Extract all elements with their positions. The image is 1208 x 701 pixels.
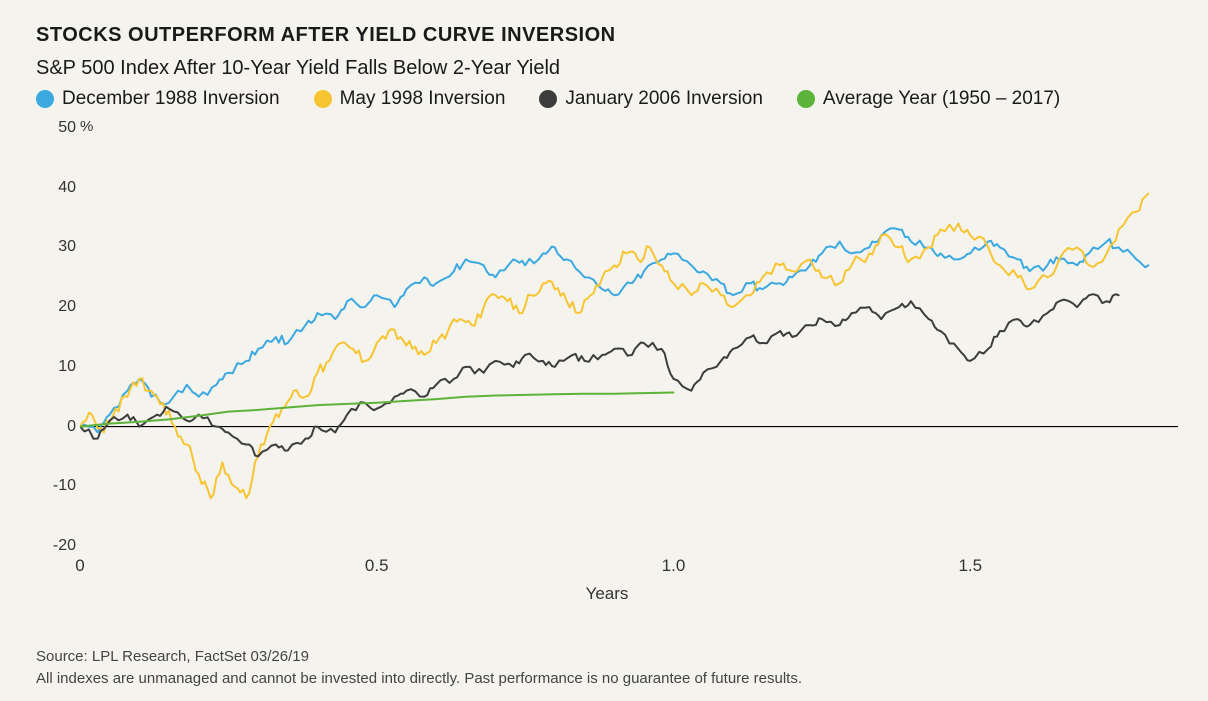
x-tick-label: 1.0 [662, 556, 686, 576]
y-tick-label: -20 [36, 537, 76, 555]
legend-label: December 1988 Inversion [62, 88, 280, 110]
legend-dot-icon [314, 90, 332, 108]
x-tick-label: 0.5 [365, 556, 389, 576]
y-tick-label: 0 [36, 418, 76, 436]
x-axis-label: Years [586, 584, 629, 604]
legend-dot-icon [36, 90, 54, 108]
chart-title: STOCKS OUTPERFORM AFTER YIELD CURVE INVE… [36, 24, 1180, 47]
y-tick-label: 50 [36, 119, 76, 137]
y-tick-label: -10 [36, 477, 76, 495]
y-tick-label: 10 [36, 358, 76, 376]
legend-label: January 2006 Inversion [565, 88, 763, 110]
legend-item: December 1988 Inversion [36, 88, 280, 110]
y-tick-label: 40 [36, 179, 76, 197]
series-line-may1998 [80, 194, 1148, 499]
legend-item: May 1998 Inversion [314, 88, 506, 110]
legend-item: Average Year (1950 – 2017) [797, 88, 1060, 110]
y-tick-label: 20 [36, 298, 76, 316]
chart-subtitle: S&P 500 Index After 10-Year Yield Falls … [36, 57, 1180, 80]
legend: December 1988 Inversion May 1998 Inversio… [36, 88, 1180, 110]
legend-label: Average Year (1950 – 2017) [823, 88, 1060, 110]
legend-dot-icon [797, 90, 815, 108]
legend-label: May 1998 Inversion [340, 88, 506, 110]
x-tick-label: 1.5 [958, 556, 982, 576]
source-text: Source: LPL Research, FactSet 03/26/19 [36, 648, 309, 665]
series-line-dec1988 [80, 228, 1148, 432]
series-line-jan2006 [80, 294, 1119, 456]
legend-item: January 2006 Inversion [539, 88, 763, 110]
legend-dot-icon [539, 90, 557, 108]
x-tick-label: 0 [75, 556, 84, 576]
disclaimer-text: All indexes are unmanaged and cannot be … [36, 670, 802, 687]
y-tick-label: 30 [36, 238, 76, 256]
